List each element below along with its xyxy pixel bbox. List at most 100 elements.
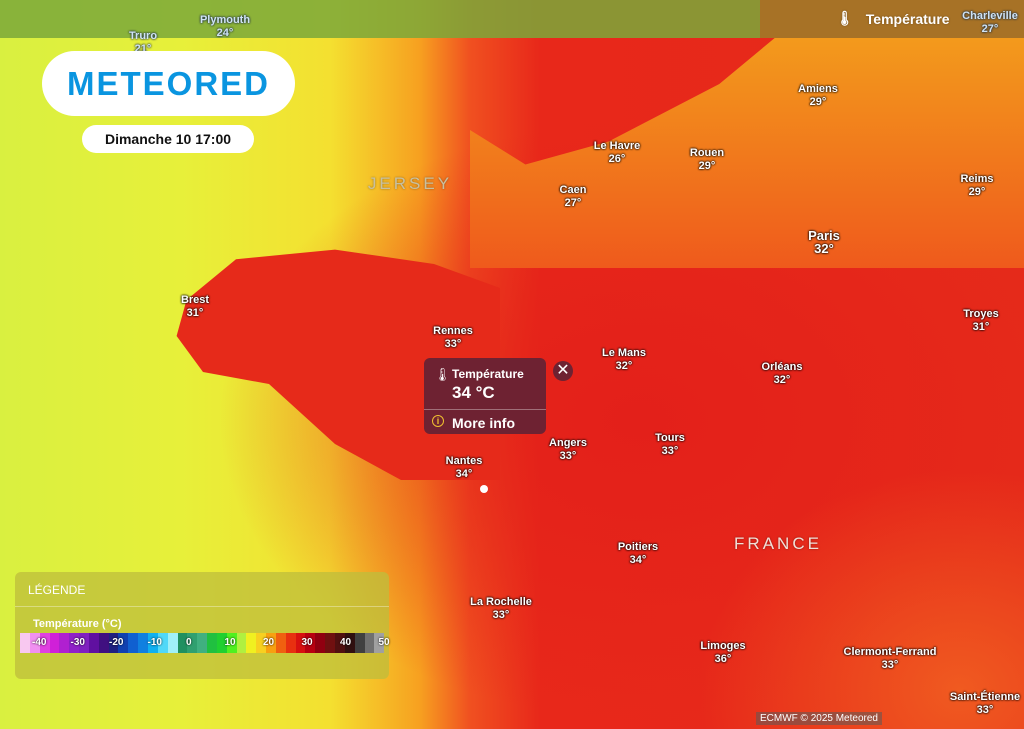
city-label[interactable]: Amiens 29° [798, 83, 838, 109]
city-label[interactable]: Orléans 32° [762, 361, 803, 387]
city-label[interactable]: Rennes 33° [433, 325, 473, 351]
city-label[interactable]: Rouen 29° [690, 147, 724, 173]
city-name: Truro [128, 30, 158, 42]
scale-swatch [285, 633, 296, 653]
legend-title: Température (°C) [33, 618, 122, 630]
scale-swatch [49, 633, 60, 653]
city-label[interactable]: Clermont-Ferrand 33° [844, 646, 937, 672]
city-label[interactable]: Nantes 34° [446, 455, 483, 481]
date-time-label[interactable]: Dimanche 10 17:00 [82, 125, 254, 153]
city-name: Nantes [445, 455, 483, 467]
scale-swatch [128, 633, 139, 653]
credit-label: ECMWF © 2025 Meteored [756, 712, 882, 725]
city-temp: 29° [698, 160, 716, 172]
scale-swatch [275, 633, 286, 653]
city-label[interactable]: Poitiers 34° [618, 541, 658, 567]
scale-swatch [354, 633, 365, 653]
city-name: Saint-Étienne [949, 691, 1021, 703]
city-name: Orléans [761, 361, 803, 373]
city-name: Charleville [962, 10, 1018, 22]
scale-tick: -40 [32, 637, 47, 648]
more-info-link[interactable]: More info [452, 415, 515, 431]
city-label[interactable]: La Rochelle 33° [470, 596, 532, 622]
layer-selector[interactable]: 🌡 Température [836, 10, 950, 27]
scale-tick: 10 [224, 637, 236, 648]
city-name: La Rochelle [470, 596, 532, 608]
scale-swatch [216, 633, 227, 653]
city-label[interactable]: Saint-Étienne 33° [950, 691, 1020, 717]
scale-tick: 0 [186, 637, 192, 648]
scale-swatch [364, 633, 375, 653]
scale-swatch [167, 633, 178, 653]
location-marker[interactable] [480, 485, 488, 493]
legend-panel: LÉGENDE Température (°C) -40 -30 -20 -10 0 10… [15, 572, 390, 679]
city-label[interactable]: Limoges 36° [700, 640, 745, 666]
scale-swatch [108, 633, 119, 653]
city-temp: 33° [492, 609, 510, 621]
city-name: Poitiers [617, 541, 659, 553]
city-label[interactable]: Troyes 31° [963, 308, 998, 334]
city-name: Limoges [700, 640, 746, 652]
city-temp: 36° [714, 653, 732, 665]
city-label[interactable]: Angers 33° [549, 437, 587, 463]
scale-tick: -20 [109, 637, 124, 648]
scale-swatch [118, 633, 129, 653]
city-temp: 32° [773, 374, 791, 386]
city-name: Le Mans [601, 347, 647, 359]
scale-swatch [236, 633, 247, 653]
city-label[interactable]: Tours 33° [655, 432, 685, 458]
city-temp: 33° [881, 659, 899, 671]
city-label[interactable]: Charleville 27° [962, 10, 1018, 36]
city-name: Rennes [433, 325, 473, 337]
scale-tick: 30 [301, 637, 313, 648]
close-icon: ✕ [556, 362, 570, 379]
popup-value: 34 °C [452, 383, 495, 402]
scale-swatch [335, 633, 345, 653]
layer-label: Température [865, 10, 950, 27]
city-label[interactable]: Plymouth 24° [200, 14, 250, 40]
legend-header: LÉGENDE [28, 583, 86, 597]
city-name: Caen [559, 184, 587, 196]
info-icon: i [432, 415, 444, 427]
city-temp: 31° [972, 321, 990, 333]
city-temp: 27° [981, 23, 999, 35]
divider [424, 409, 546, 410]
region-label-france: FRANCE [734, 534, 822, 553]
city-name: Troyes [963, 308, 999, 320]
meteored-logo[interactable]: METEORED [42, 51, 295, 116]
scale-swatch [374, 633, 385, 653]
city-name: Reims [960, 173, 994, 185]
scale-swatch [266, 633, 276, 653]
city-name: Le Havre [593, 140, 641, 152]
scale-swatch [79, 633, 89, 653]
scale-swatch [305, 633, 316, 653]
uk-region [0, 0, 760, 38]
city-label[interactable]: Brest 31° [181, 294, 209, 320]
info-popup: 🌡 Température 34 °C i More info [424, 358, 546, 434]
close-popup-button[interactable]: ✕ [553, 361, 573, 381]
city-label[interactable]: Paris 32° [808, 229, 840, 255]
city-temp: 34° [455, 468, 473, 480]
city-label[interactable]: Le Havre 26° [594, 140, 640, 166]
scale-swatch [315, 633, 326, 653]
scale-tick: 20 [263, 637, 275, 648]
scale-swatch [20, 633, 30, 653]
scale-swatch [197, 633, 208, 653]
city-temp: 32° [615, 360, 633, 372]
scale-swatch [246, 633, 257, 653]
city-temp: 32° [814, 241, 834, 256]
scale-swatch [39, 633, 50, 653]
scale-swatch [147, 633, 158, 653]
scale-swatch [325, 633, 335, 653]
city-name: Paris [808, 228, 840, 243]
city-temp: 33° [976, 704, 994, 716]
city-temp: 29° [968, 186, 986, 198]
scale-swatch [207, 633, 217, 653]
city-name: Rouen [689, 147, 725, 159]
city-label[interactable]: Caen 27° [560, 184, 587, 210]
city-label[interactable]: Le Mans 32° [602, 347, 646, 373]
city-label[interactable]: Reims 29° [960, 173, 993, 199]
color-scale [20, 633, 385, 653]
scale-ticks: -40 -30 -20 -10 0 10 20 30 40 50 [20, 633, 390, 653]
